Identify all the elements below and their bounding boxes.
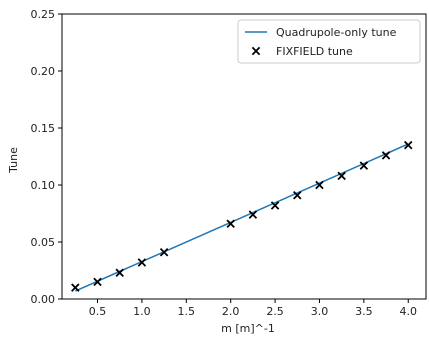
x-tick-label: 2.0 (222, 305, 240, 318)
data-point-fixfield (71, 283, 80, 292)
legend-swatch-marker (251, 46, 261, 56)
y-tick-label: 0.00 (31, 293, 56, 306)
data-point-fixfield (293, 191, 302, 200)
data-point-fixfield (115, 268, 124, 278)
x-tick-label: 4.0 (399, 305, 417, 318)
data-point-fixfield (159, 248, 169, 257)
y-tick-label: 0.10 (31, 179, 56, 192)
data-point-fixfield (137, 258, 147, 267)
data-point-fixfield (359, 161, 369, 170)
x-tick-label: 3.0 (311, 305, 329, 318)
x-tick-label: 3.5 (355, 305, 373, 318)
x-tick-label: 1.5 (178, 305, 196, 318)
x-tick-label: 1.0 (133, 305, 151, 318)
plot-area (71, 140, 413, 292)
axes: 0.5 1.0 1.5 2.0 2.5 3.0 3.5 4.0 0.00 0.05 0.10 0.15… (31, 8, 427, 318)
x-tick-label: 2.5 (266, 305, 284, 318)
data-point-fixfield (93, 277, 102, 287)
y-tick-label: 0.15 (31, 122, 56, 135)
data-point-fixfield (270, 201, 280, 210)
legend: Quadrupole-only tune FIXFIELD tune (237, 19, 421, 64)
data-point-fixfield (226, 219, 235, 228)
y-axis-label: Tune (7, 147, 20, 174)
data-point-fixfield (381, 151, 391, 160)
data-point-fixfield (248, 210, 258, 219)
series-line-quadrupole (75, 143, 409, 292)
plot-frame (61, 13, 427, 300)
x-tick-label: 0.5 (89, 305, 107, 318)
legend-label-fixfield: FIXFIELD tune (276, 45, 353, 58)
x-axis-label: m [m]^-1 (221, 322, 275, 335)
y-tick-label: 0.05 (31, 236, 56, 249)
y-tick-label: 0.20 (31, 65, 56, 78)
legend-label-quadrupole: Quadrupole-only tune (276, 26, 397, 39)
data-point-fixfield (404, 140, 413, 150)
data-point-fixfield (315, 180, 324, 190)
data-point-fixfield (337, 171, 346, 181)
legend-box (237, 19, 421, 64)
y-tick-label: 0.25 (31, 8, 56, 21)
